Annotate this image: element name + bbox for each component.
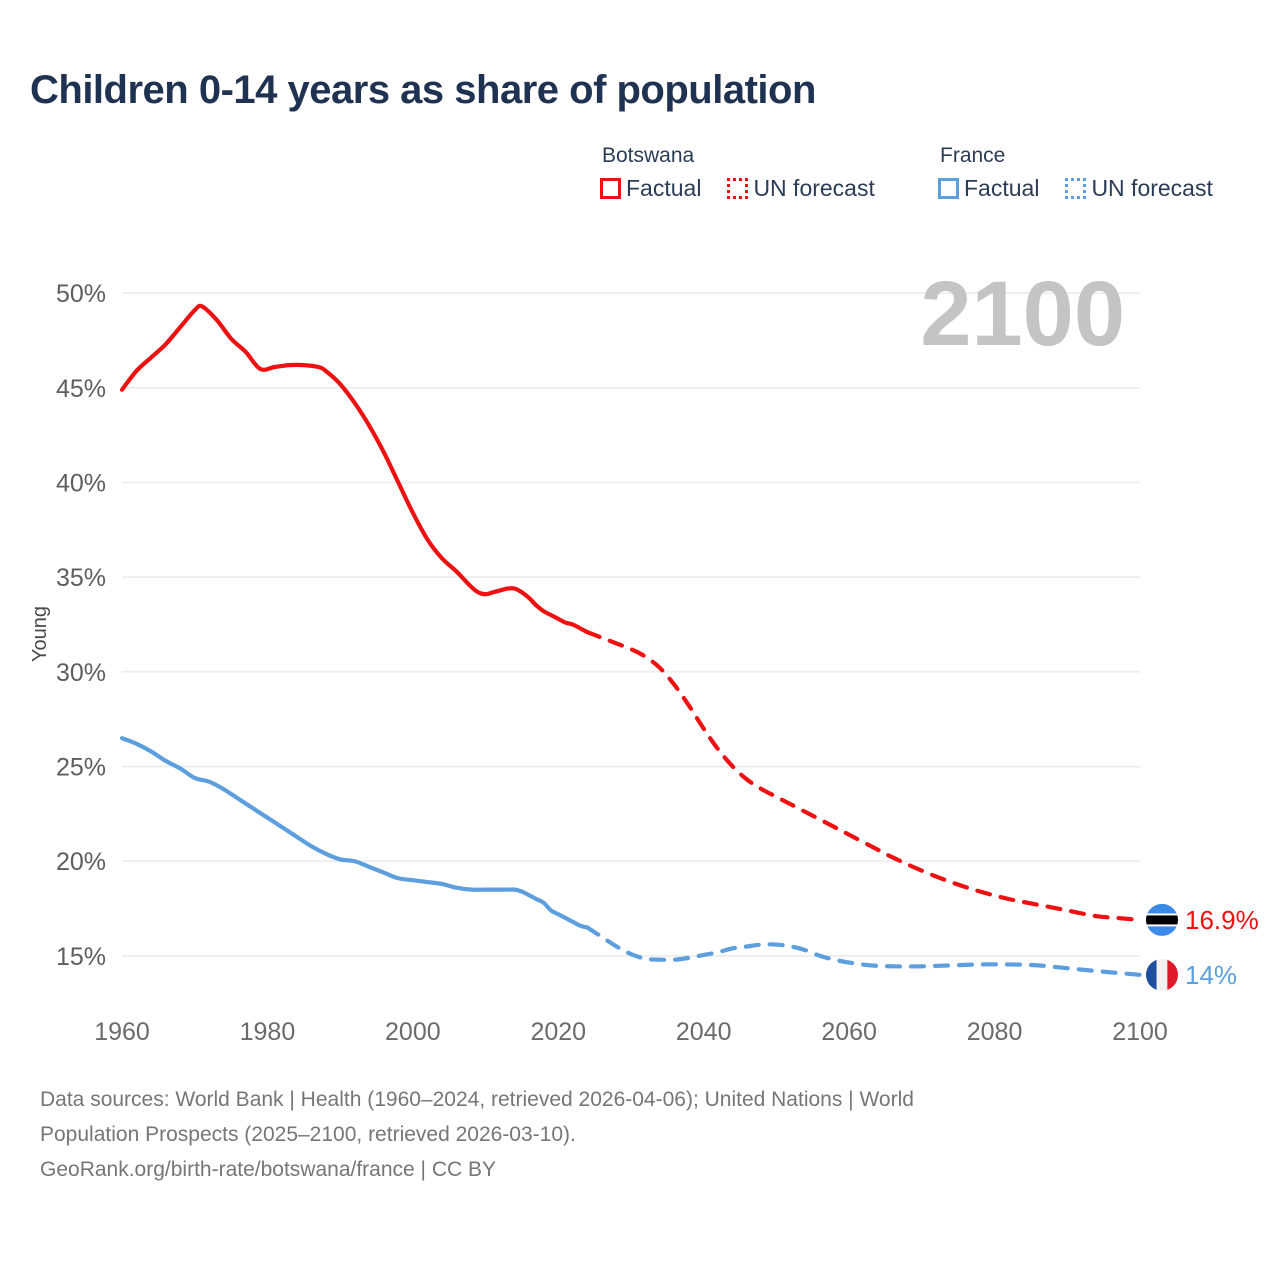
x-tick-label: 2100: [1112, 1018, 1168, 1046]
footer-line-2: Population Prospects (2025–2100, retriev…: [40, 1123, 576, 1146]
legend-swatch-solid-icon: [600, 177, 621, 199]
y-tick-label: 50%: [56, 280, 106, 308]
line-chart: 15% 20% 25% 30% 35% 40% 45% 50% 1960 1980 2000 202…: [29, 263, 1259, 1046]
y-tick-label: 45%: [56, 375, 106, 403]
legend-item-botswana-forecast[interactable]: UN forecast: [727, 175, 875, 201]
series-france-factual: [119, 736, 590, 930]
x-tick-label: 1980: [240, 1018, 296, 1046]
footer-line-1: Data sources: World Bank | Health (1960–…: [40, 1088, 914, 1111]
y-tick-label: 25%: [56, 754, 106, 782]
x-tick-label: 2000: [385, 1018, 441, 1046]
france-flag: [1146, 958, 1178, 991]
botswana-flag: [1146, 903, 1178, 936]
x-tick-label: 2040: [676, 1018, 732, 1046]
y-tick-label: 30%: [56, 659, 106, 687]
legend-group-france: France Factual UN forecast: [938, 143, 1213, 201]
footer-credits: Data sources: World Bank | Health (1960–…: [40, 1082, 1240, 1187]
legend-item-france-forecast[interactable]: UN forecast: [1065, 175, 1213, 201]
legend-swatch-dotted-icon: [1065, 177, 1087, 199]
series-botswana-forecast: [585, 630, 1143, 923]
end-label-botswana: 16.9%: [1185, 905, 1259, 935]
y-tick-label: 35%: [56, 564, 106, 592]
x-axis-tick-labels: 1960 1980 2000 2020 2040 2060 2080 2100: [94, 1018, 1168, 1046]
legend-item-botswana-factual[interactable]: Factual: [600, 175, 701, 201]
y-tick-label: 40%: [56, 470, 106, 498]
legend-label-france-factual: Factual: [964, 175, 1040, 201]
end-label-france: 14%: [1185, 960, 1237, 990]
x-tick-label: 2060: [821, 1018, 877, 1046]
chart-gridlines: [122, 292, 1140, 957]
legend-label-france-forecast: UN forecast: [1091, 175, 1213, 201]
x-tick-label: 2080: [967, 1018, 1023, 1046]
x-tick-label: 1960: [94, 1018, 150, 1046]
legend-country-france: France: [940, 144, 1006, 167]
chart-series: [119, 303, 1143, 977]
series-france-forecast: [585, 925, 1143, 977]
year-watermark: 2100: [920, 263, 1125, 365]
legend-row-france: Factual UN forecast: [938, 175, 1213, 201]
x-tick-label: 2020: [530, 1018, 586, 1046]
series-botswana-factual: [119, 303, 590, 635]
legend-row-botswana: Factual UN forecast: [600, 175, 875, 201]
page-title: Children 0-14 years as share of populati…: [30, 68, 816, 112]
y-tick-label: 20%: [56, 848, 106, 876]
legend-swatch-dotted-icon: [727, 177, 749, 199]
legend-label-botswana-factual: Factual: [626, 175, 702, 201]
footer-line-3: GeoRank.org/birth-rate/botswana/france |…: [40, 1158, 497, 1181]
y-axis-title: Young: [29, 606, 51, 662]
legend-country-botswana: Botswana: [602, 144, 695, 167]
chart-legend: Botswana Factual UN forecast France Fact…: [600, 143, 1260, 221]
legend-label-botswana-forecast: UN forecast: [753, 175, 875, 201]
y-tick-label: 15%: [56, 943, 106, 971]
legend-item-france-factual[interactable]: Factual: [938, 175, 1039, 201]
y-axis-tick-labels: 15% 20% 25% 30% 35% 40% 45% 50%: [56, 280, 106, 971]
legend-swatch-solid-icon: [938, 177, 959, 199]
series-end-markers: 16.9% 14%: [1146, 903, 1259, 991]
legend-group-botswana: Botswana Factual UN forecast: [600, 143, 875, 201]
chart-area: 15% 20% 25% 30% 35% 40% 45% 50% 1960 1980 2000 202…: [0, 240, 1280, 1070]
